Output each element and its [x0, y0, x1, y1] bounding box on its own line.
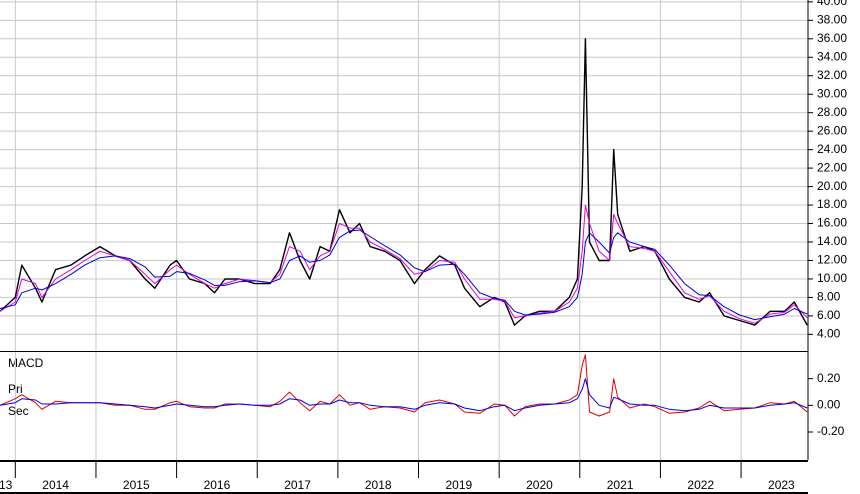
- y-tick-label: 8.00: [817, 290, 841, 304]
- y-tick-label: 30.00: [817, 86, 847, 100]
- series-line: [0, 38, 808, 326]
- x-tick-label: 2021: [607, 478, 634, 492]
- y-tick-label: 18.00: [817, 197, 847, 211]
- y-tick-label: 14.00: [817, 234, 847, 248]
- x-tick-label: 2014: [42, 478, 69, 492]
- y-tick-label: 28.00: [817, 105, 847, 119]
- x-tick-label: 2020: [526, 478, 553, 492]
- y-tick-label: 26.00: [817, 123, 847, 137]
- x-tick-label: 2016: [204, 478, 231, 492]
- x-tick-label: 2022: [687, 478, 714, 492]
- y-tick-label: 24.00: [817, 142, 847, 156]
- x-tick-label: 2018: [365, 478, 392, 492]
- x-tick-label: 2023: [768, 478, 795, 492]
- x-tick-label: 2015: [123, 478, 150, 492]
- y-tick-label: -0.20: [817, 424, 845, 438]
- x-tick-label: 2019: [445, 478, 472, 492]
- y-tick-label: 16.00: [817, 216, 847, 230]
- series-line: [0, 229, 808, 321]
- y-tick-label: 4.00: [817, 327, 841, 341]
- y-tick-label: 22.00: [817, 160, 847, 174]
- y-tick-label: 40.00: [817, 0, 847, 8]
- x-tick-label: 2017: [284, 478, 311, 492]
- y-tick-label: 12.00: [817, 253, 847, 267]
- y-tick-label: 6.00: [817, 308, 841, 322]
- y-tick-label: 10.00: [817, 271, 847, 285]
- macd-title: MACD: [8, 356, 44, 370]
- y-tick-label: 20.00: [817, 179, 847, 193]
- y-tick-label: 38.00: [817, 12, 847, 26]
- y-tick-label: 0.00: [817, 398, 841, 412]
- legend-label: Pri: [8, 382, 23, 396]
- series-line: [0, 378, 808, 412]
- series-line: [0, 204, 808, 324]
- y-tick-label: 34.00: [817, 49, 847, 63]
- x-tick-label: 2013: [0, 478, 13, 492]
- legend-label: Sec: [8, 404, 29, 418]
- y-tick-label: 0.20: [817, 371, 841, 385]
- y-tick-label: 32.00: [817, 68, 847, 82]
- y-tick-label: 36.00: [817, 31, 847, 45]
